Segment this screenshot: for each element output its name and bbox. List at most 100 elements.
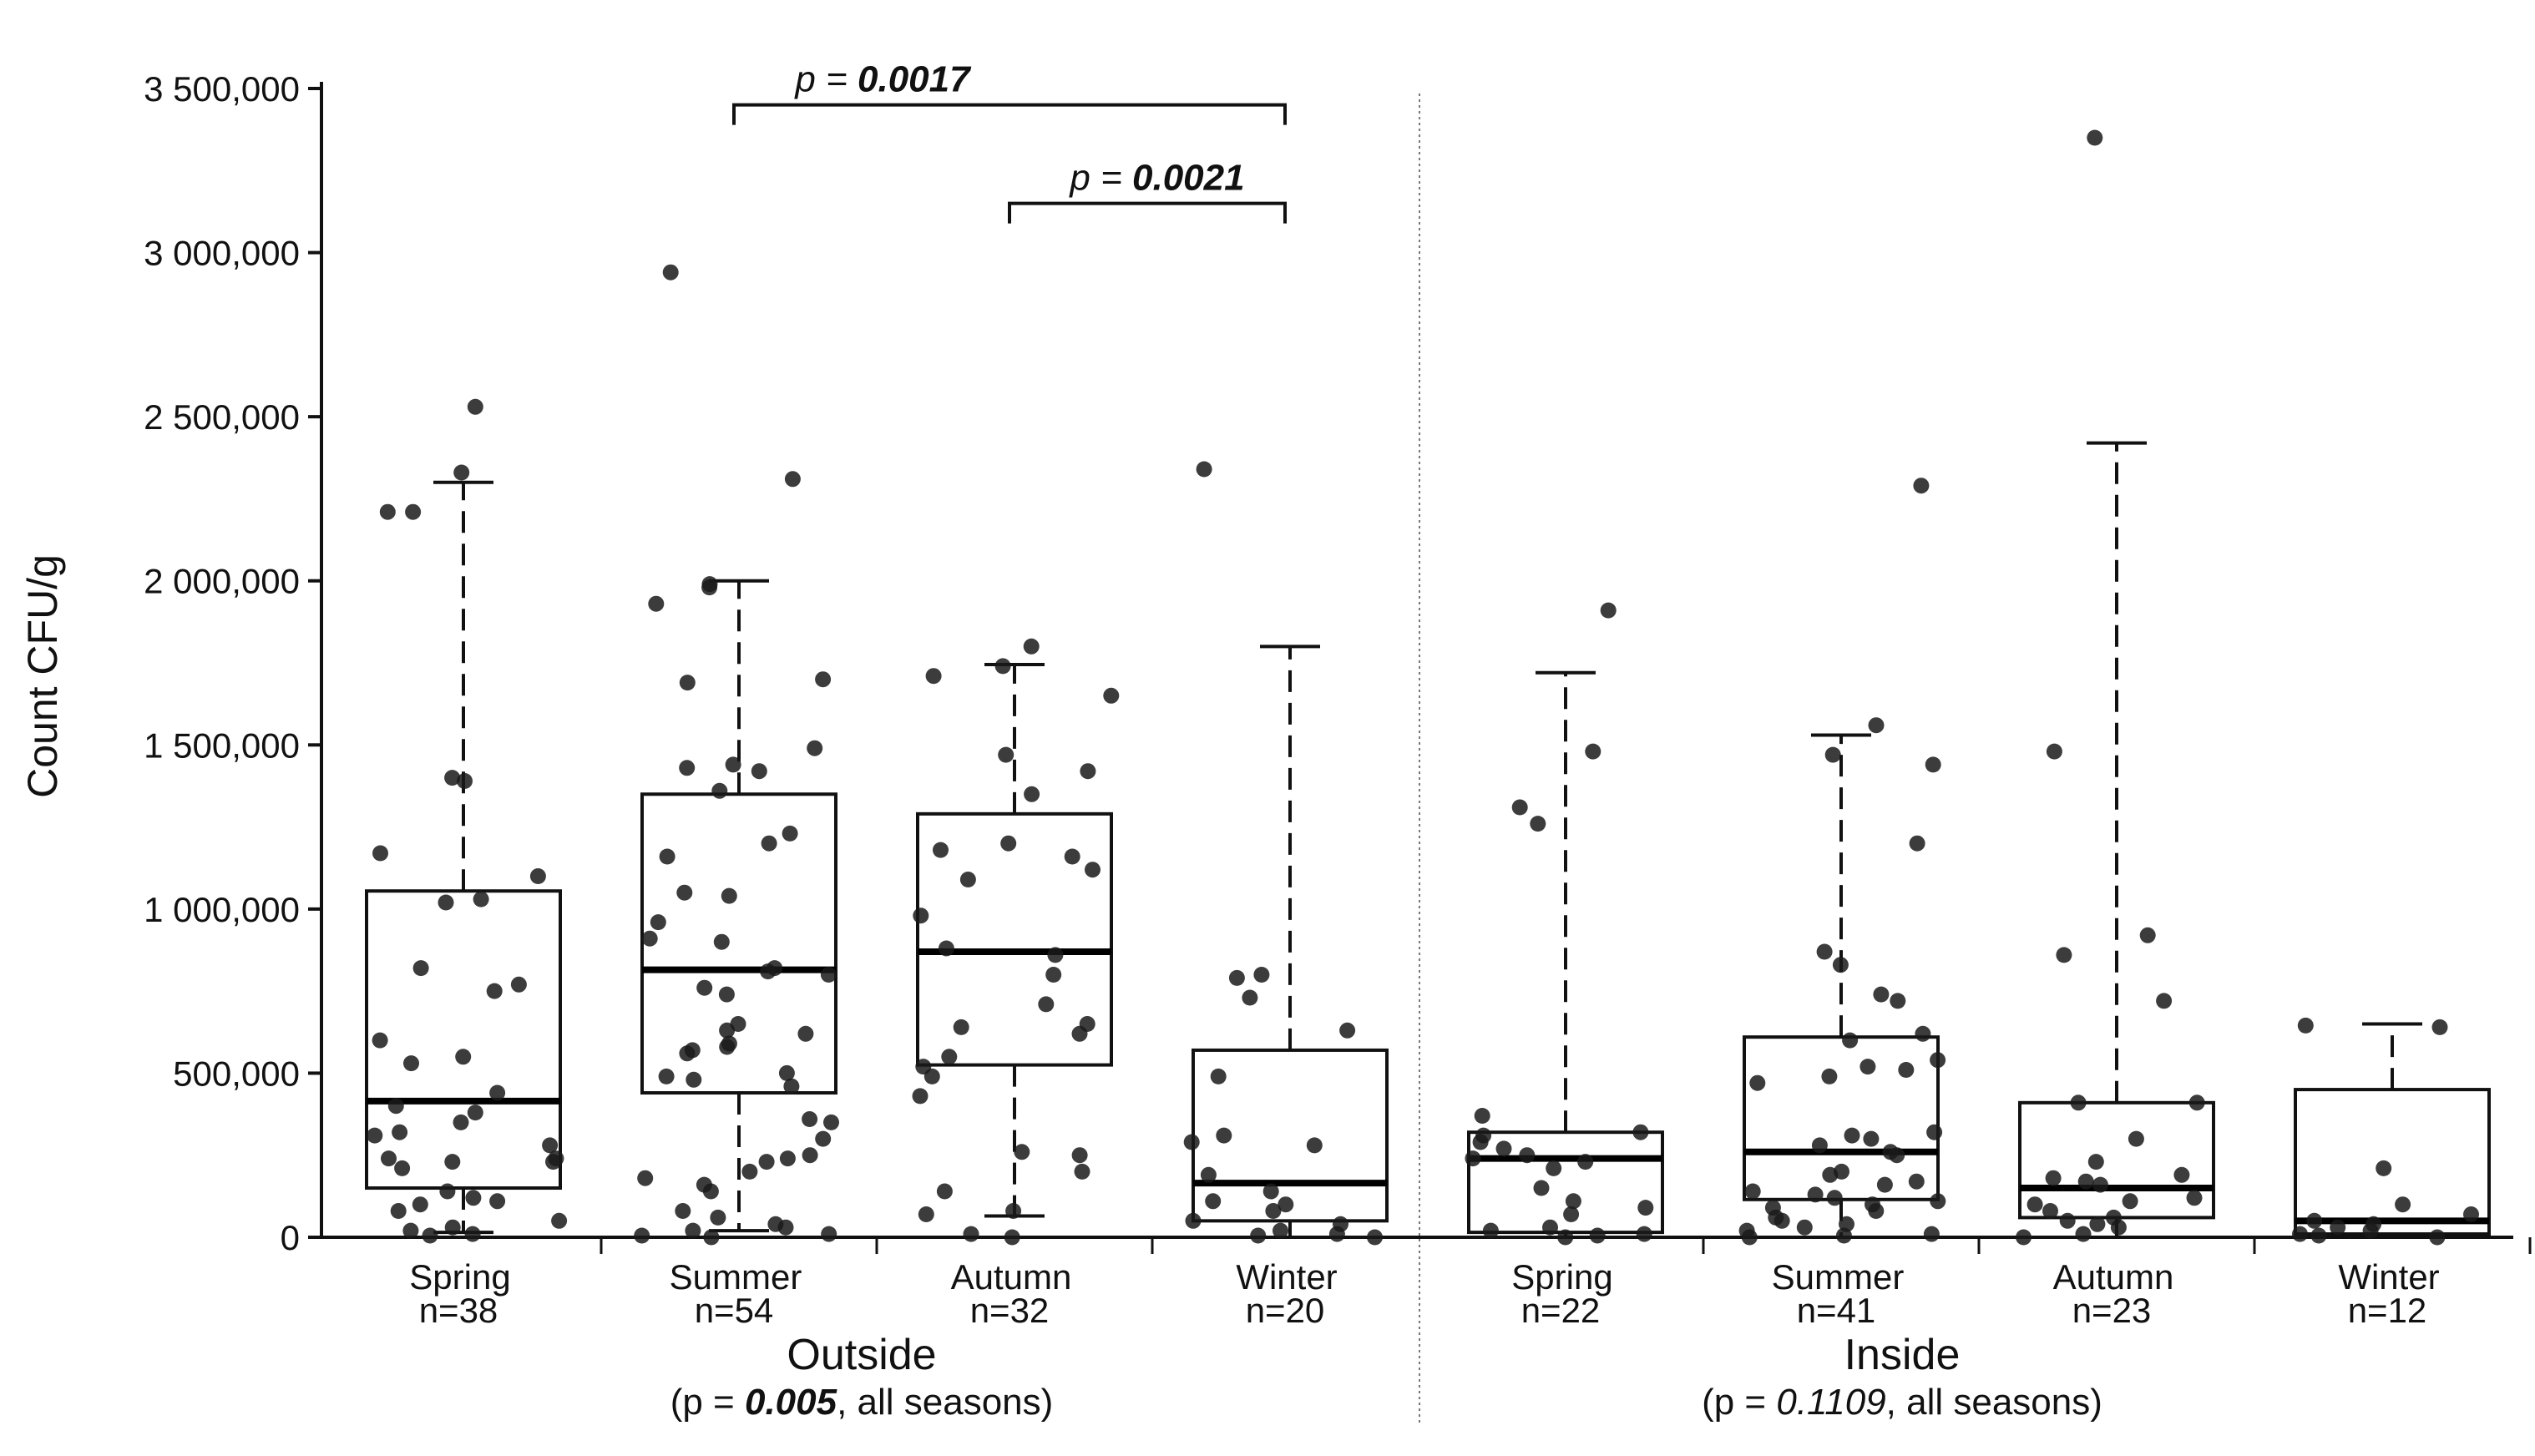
data-point [782, 825, 798, 842]
data-point [2042, 1203, 2058, 1219]
data-point [1889, 1147, 1905, 1164]
data-point [486, 983, 503, 999]
data-point [464, 1226, 481, 1242]
data-point [807, 740, 823, 756]
data-point [953, 1019, 969, 1035]
data-point [659, 848, 675, 865]
data-point [913, 907, 929, 924]
data-point [1474, 1108, 1490, 1124]
data-point [2362, 1222, 2379, 1239]
data-point [2376, 1160, 2392, 1176]
data-point [2429, 1229, 2446, 1246]
group-title: Inside [1844, 1331, 1961, 1379]
data-point [2156, 993, 2173, 1009]
data-point [1844, 1127, 1860, 1144]
y-tick-label: 500,000 [173, 1054, 300, 1093]
category-label: Autumn [951, 1257, 1072, 1297]
data-point [2056, 947, 2072, 963]
data-point [2045, 1170, 2062, 1186]
data-point [938, 940, 954, 957]
data-point [1023, 638, 1040, 655]
data-point [1103, 687, 1120, 704]
data-point [1811, 1137, 1828, 1154]
data-point [394, 1160, 411, 1176]
data-point [778, 1064, 795, 1081]
iqr-box [2294, 1088, 2491, 1236]
data-point [1228, 969, 1245, 986]
data-point [453, 1114, 469, 1130]
data-point [641, 930, 658, 947]
data-point [1071, 1025, 1088, 1042]
data-point [1533, 1180, 1550, 1196]
data-point [529, 868, 546, 884]
category-label: Spring [1511, 1257, 1612, 1297]
data-point [1339, 1022, 1356, 1039]
data-point [1253, 967, 1270, 983]
data-point [1367, 1229, 1383, 1246]
data-point [1465, 1150, 1481, 1167]
data-point [1565, 1193, 1581, 1210]
data-point [1816, 943, 1833, 960]
data-point [1064, 848, 1080, 865]
iqr-box [640, 792, 837, 1095]
data-point [1557, 1229, 1574, 1246]
data-point [2292, 1226, 2308, 1242]
y-tick-label: 3 000,000 [144, 234, 300, 273]
data-point [1000, 835, 1017, 852]
data-point [820, 967, 837, 983]
data-point [1196, 461, 1212, 478]
data-point [2075, 1226, 2092, 1242]
data-point [675, 1203, 691, 1219]
data-point [637, 1170, 654, 1186]
data-point [783, 1078, 800, 1095]
data-point [2128, 1130, 2144, 1147]
data-point [779, 1150, 796, 1167]
data-point [936, 1183, 953, 1200]
data-point [402, 1222, 419, 1239]
data-point [1913, 478, 1930, 494]
category-labels: Springn=38Summern=54Autumnn=32Wintern=20… [409, 1257, 2439, 1423]
data-point [923, 1068, 940, 1084]
data-point [658, 1068, 675, 1084]
data-point [392, 1124, 408, 1140]
data-point [1908, 1173, 1925, 1190]
data-point [551, 1212, 568, 1229]
data-point [1585, 743, 1601, 760]
data-point [634, 1227, 650, 1244]
data-point [701, 579, 718, 596]
data-point [1909, 835, 1925, 852]
y-tick-label: 0 [281, 1218, 300, 1257]
data-point [444, 1154, 461, 1170]
data-point [372, 845, 388, 862]
n-label: n=23 [2072, 1291, 2152, 1330]
bracket-p-prefix: p = [1068, 158, 1132, 199]
data-point [1530, 816, 1546, 832]
iqr-box [365, 889, 562, 1191]
data-point [777, 1219, 794, 1236]
data-point [679, 760, 696, 776]
data-point [696, 979, 713, 996]
data-point [2188, 1095, 2205, 1111]
axes: 0 500,000 1 000,000 1 500,000 2 000,000 2 500… [144, 69, 2532, 1424]
data-point [489, 1084, 506, 1101]
data-point [1262, 1183, 1279, 1200]
data-point [1546, 1160, 1562, 1176]
data-point [1868, 1203, 1885, 1219]
data-point [802, 1111, 818, 1127]
significance-bracket [732, 103, 1287, 125]
data-point [1185, 1212, 1202, 1229]
data-point [719, 1022, 736, 1039]
p-value: 0.005 [745, 1382, 837, 1423]
data-point [1773, 1212, 1790, 1229]
significance-label: p = 0.0017 [793, 59, 972, 100]
data-point [1898, 1062, 1915, 1078]
data-point [963, 1226, 979, 1242]
data-point [381, 1150, 397, 1167]
data-point [719, 1039, 736, 1055]
data-point [405, 503, 422, 520]
category-label: Winter [1236, 1257, 1337, 1297]
data-point [1923, 1226, 1940, 1242]
data-point [1868, 717, 1885, 734]
data-point [1265, 1203, 1282, 1219]
